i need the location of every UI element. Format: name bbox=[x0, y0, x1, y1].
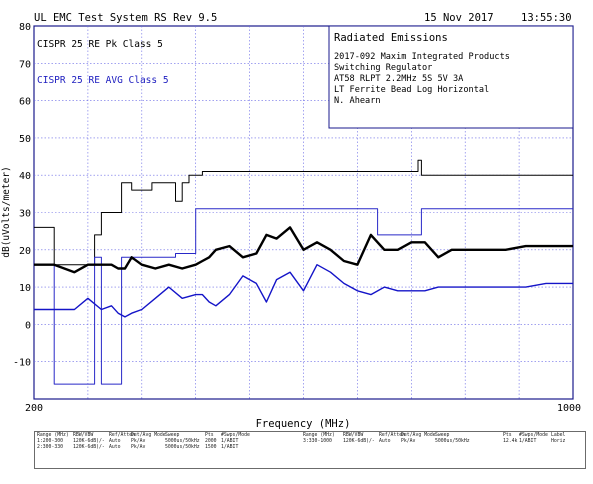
y-tick-label: 20 bbox=[19, 246, 31, 257]
y-tick-label: 60 bbox=[19, 97, 31, 108]
y-tick-label: 80 bbox=[19, 22, 31, 33]
table-left-col-3: Det/Avg Mode Pk/Av Pk/Av bbox=[131, 433, 166, 450]
table-left-col-5: Pts 2000 1500 bbox=[205, 433, 217, 450]
peak-limit-label: CISPR 25 RE Pk Class 5 bbox=[37, 39, 163, 50]
series-layer bbox=[34, 159, 573, 385]
y-tick-labels: 80 70 60 50 40 30 20 10 0 -10 bbox=[13, 22, 31, 369]
info-box bbox=[328, 25, 574, 129]
table-left-col-4: Sweep 5000us/50kHz 5000us/50kHz bbox=[165, 433, 200, 450]
table-right-col-2: Ref/Atten Auto bbox=[379, 433, 405, 444]
table-right-col-3: Det/Avg Mode Pk/Av bbox=[401, 433, 436, 444]
info-line-4: LT Ferrite Bead Log Horizontal bbox=[334, 85, 489, 95]
table-right-col-7: Label Horiz bbox=[551, 433, 566, 444]
table-left-col-6: #Swps/Mode 1/ABIT 1/ABIT bbox=[221, 433, 250, 450]
x-tick-label: 200 bbox=[25, 403, 43, 414]
x-tick-label: 1000 bbox=[557, 403, 581, 414]
table-right-col-1: RBW/VBW 120K-6dB)/- bbox=[343, 433, 375, 444]
table-left-col-0: Range (MHz) 1:200-300 2:300-330 bbox=[37, 433, 69, 450]
y-axis-label: dB(uVolts/meter) bbox=[1, 166, 12, 258]
date-label: 15 Nov 2017 bbox=[424, 12, 494, 24]
info-line-5: N. Ahearn bbox=[334, 96, 381, 106]
series-line bbox=[34, 208, 573, 385]
system-title: UL EMC Test System RS Rev 9.5 bbox=[34, 12, 217, 24]
y-tick-label: 40 bbox=[19, 171, 31, 182]
table-right-col-6: #Swps/Mode 1/ABIT bbox=[519, 433, 548, 444]
series-line bbox=[34, 159, 573, 266]
y-tick-label: 0 bbox=[25, 320, 31, 331]
table-left-col-1: RBW/VBW 120K-6dB)/- 120K-6dB)/- bbox=[73, 433, 105, 450]
table-right-col-5: Pts 12.4k bbox=[503, 433, 518, 444]
y-tick-label: 70 bbox=[19, 59, 31, 70]
info-line-3: AT58 RLPT 2.2MHz 5S 5V 3A bbox=[334, 74, 464, 84]
y-tick-label: -10 bbox=[13, 358, 31, 369]
y-tick-label: 50 bbox=[19, 134, 31, 145]
x-axis-label: Frequency (MHz) bbox=[256, 418, 351, 430]
table-right-col-4: Sweep 5000us/50kHz bbox=[435, 433, 470, 444]
info-line-2: Switching Regulator bbox=[334, 63, 432, 73]
avg-limit-label: CISPR 25 RE AVG Class 5 bbox=[37, 75, 169, 86]
info-line-1: 2017-092 Maxim Integrated Products bbox=[334, 52, 510, 62]
time-label: 13:55:30 bbox=[521, 12, 572, 24]
y-tick-label: 30 bbox=[19, 209, 31, 220]
table-left-col-2: Ref/Atten Auto Auto bbox=[109, 433, 135, 450]
series-line bbox=[34, 264, 573, 318]
info-box-title: Radiated Emissions bbox=[334, 32, 448, 44]
x-tick-labels: 200 1000 bbox=[25, 403, 581, 414]
y-tick-label: 10 bbox=[19, 283, 31, 294]
settings-table: Range (MHz) 1:200-300 2:300-330 RBW/VBW 1… bbox=[34, 431, 586, 469]
table-right-col-0: Range (MHz) 3:330-1000 bbox=[303, 433, 335, 444]
series-line bbox=[34, 226, 573, 274]
